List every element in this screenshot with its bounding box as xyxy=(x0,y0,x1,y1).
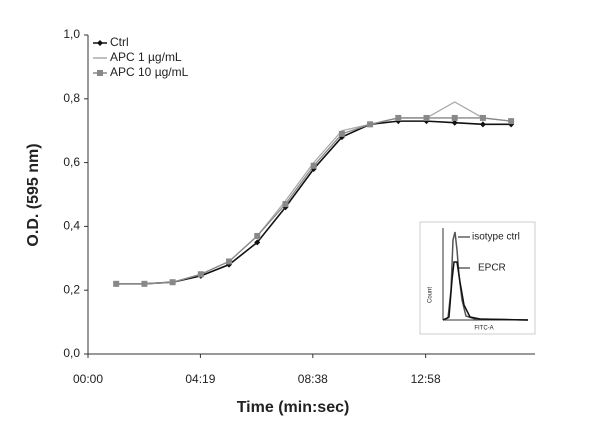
inset: Count FITC-A isotype ctrl EPCR xyxy=(419,221,536,335)
marker xyxy=(113,280,120,287)
inset-x-label: FITC-A xyxy=(474,326,493,332)
marker xyxy=(226,258,233,265)
marker xyxy=(197,271,204,278)
x-tick-label: 12:58 xyxy=(411,372,441,386)
inset-annotation: isotype ctrl xyxy=(472,232,520,243)
marker xyxy=(367,121,374,128)
marker xyxy=(254,239,261,246)
y-tick-label: 0,0 xyxy=(63,346,80,360)
inset-y-label: Count xyxy=(428,287,434,303)
legend-label: APC 1 µg/mL xyxy=(110,50,182,64)
marker xyxy=(282,201,289,208)
x-tick-label: 04:19 xyxy=(185,372,215,386)
marker xyxy=(310,162,317,169)
marker xyxy=(141,280,148,287)
y-tick-label: 1,0 xyxy=(63,27,80,41)
x-tick-label: 08:38 xyxy=(298,372,328,386)
y-tick-label: 0,2 xyxy=(63,282,80,296)
x-axis-label: Time (min:sec) xyxy=(237,399,350,416)
marker xyxy=(254,232,261,239)
marker xyxy=(508,118,515,125)
inset-curve xyxy=(442,261,529,321)
inset-frame xyxy=(419,221,536,335)
inset-annotation: EPCR xyxy=(478,263,506,274)
marker xyxy=(169,279,176,286)
legend-label: APC 10 µg/mL xyxy=(110,65,189,79)
y-tick-label: 0,8 xyxy=(63,91,80,105)
marker xyxy=(451,114,458,121)
legend-label: Ctrl xyxy=(110,35,129,49)
legend-marker xyxy=(97,70,103,76)
marker xyxy=(479,121,486,128)
y-tick-label: 0,4 xyxy=(63,219,80,233)
y-tick-label: 0,6 xyxy=(63,155,80,169)
marker xyxy=(338,130,345,137)
legend-marker xyxy=(97,40,103,46)
y-axis-label: O.D. (595 nm) xyxy=(25,143,42,246)
marker xyxy=(423,114,430,121)
marker xyxy=(451,119,458,126)
x-tick-label: 00:00 xyxy=(73,372,103,386)
marker xyxy=(395,114,402,121)
marker xyxy=(479,114,486,121)
